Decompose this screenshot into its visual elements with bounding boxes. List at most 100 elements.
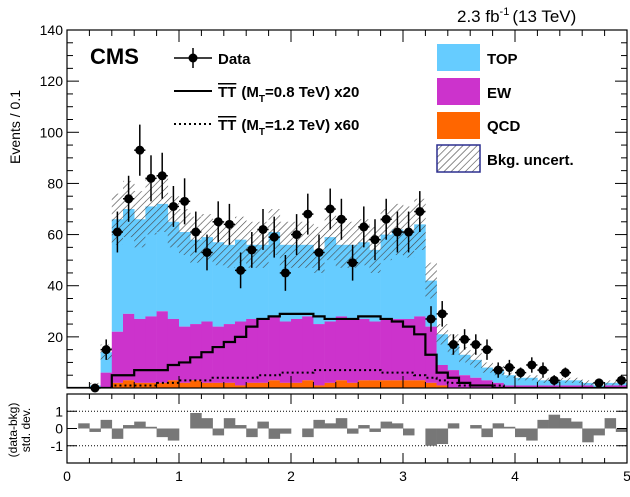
x-tick-label: 4 bbox=[511, 468, 519, 484]
uncert-band bbox=[145, 178, 157, 235]
qcd-bar bbox=[291, 382, 303, 388]
qcd-bar bbox=[403, 380, 415, 388]
pull-bar bbox=[302, 428, 314, 438]
qcd-bar bbox=[380, 380, 393, 388]
pull-bar bbox=[324, 423, 337, 429]
ew-bar bbox=[156, 311, 169, 383]
qcd-bar bbox=[201, 382, 213, 388]
pull-bar bbox=[593, 428, 605, 436]
pull-bar bbox=[223, 418, 236, 429]
y-tick-label: 120 bbox=[40, 73, 64, 89]
data-point bbox=[560, 368, 570, 378]
legend-uncert-label: Bkg. uncert. bbox=[487, 152, 574, 169]
qcd-bar bbox=[414, 380, 426, 388]
y-tick-label: 20 bbox=[47, 329, 63, 345]
top-bar bbox=[515, 377, 527, 386]
uncert-band bbox=[604, 380, 617, 386]
y-tick-label: 60 bbox=[47, 227, 63, 243]
uncert-band bbox=[537, 377, 549, 383]
data-point bbox=[303, 209, 313, 219]
top-bar bbox=[257, 244, 269, 319]
top-bar bbox=[571, 380, 583, 386]
legend-qcd-swatch bbox=[437, 112, 480, 139]
data-point bbox=[415, 207, 425, 217]
pull-bar bbox=[470, 425, 482, 429]
legend-uncert-swatch bbox=[436, 144, 481, 173]
ew-bar bbox=[246, 318, 258, 383]
pull-bar bbox=[548, 414, 561, 429]
pull-bar bbox=[235, 425, 247, 429]
data-point bbox=[146, 173, 156, 183]
data-point bbox=[280, 268, 290, 278]
data-point bbox=[404, 227, 414, 237]
pull-bar bbox=[100, 419, 113, 429]
data-point bbox=[157, 171, 167, 181]
qcd-bar bbox=[156, 382, 169, 388]
legend-top-label: TOP bbox=[487, 51, 518, 68]
data-point bbox=[292, 230, 302, 240]
ew-bar bbox=[145, 316, 157, 383]
top-bar bbox=[447, 344, 460, 371]
ratio-ticks: 10-10 1 2 3 4 5 bbox=[51, 394, 630, 484]
uncert-band bbox=[324, 214, 337, 261]
legend-signal1-label: TT (MT=0.8 TeV) x20 bbox=[218, 84, 359, 105]
y-tick-label: 100 bbox=[40, 124, 64, 140]
top-bar bbox=[559, 380, 572, 386]
data-point bbox=[549, 375, 559, 385]
legend: Data TT (MT=0.8 TeV) x20 TT (MT=1.2 TeV) x… bbox=[174, 44, 574, 173]
pull-bar bbox=[403, 428, 415, 436]
data-point bbox=[448, 340, 458, 350]
data-point bbox=[392, 227, 402, 237]
legend-ew-swatch bbox=[437, 78, 480, 105]
top-bar bbox=[179, 232, 191, 327]
ew-bar bbox=[358, 318, 370, 381]
data-point bbox=[213, 217, 223, 227]
ew-bar bbox=[347, 318, 359, 383]
qcd-bar bbox=[313, 385, 325, 388]
pull-bar bbox=[571, 421, 583, 429]
x-tick-label: 2 bbox=[287, 468, 295, 484]
qcd-bar bbox=[212, 382, 225, 388]
pull-bar bbox=[369, 428, 381, 432]
qcd-bar bbox=[391, 380, 404, 388]
data-point bbox=[202, 247, 212, 257]
data-point bbox=[504, 363, 514, 373]
ew-bar bbox=[492, 382, 505, 388]
ew-bar bbox=[391, 318, 404, 381]
uncert-band bbox=[179, 209, 191, 256]
ew-bar bbox=[134, 318, 146, 383]
top-bar bbox=[324, 237, 337, 322]
uncert-band bbox=[156, 175, 169, 233]
data-point bbox=[437, 309, 447, 319]
ew-bar bbox=[123, 313, 135, 381]
data-point bbox=[482, 345, 492, 355]
ratio-y-label-2: std. dev. bbox=[19, 408, 33, 452]
uncert-band bbox=[459, 347, 471, 363]
ew-bar bbox=[369, 321, 381, 381]
qcd-bar bbox=[190, 380, 202, 388]
data-point bbox=[247, 245, 257, 255]
pull-bar bbox=[89, 428, 101, 432]
qcd-bar bbox=[302, 380, 314, 388]
ew-bar bbox=[100, 372, 113, 388]
data-point bbox=[101, 345, 111, 355]
ew-bar bbox=[190, 324, 202, 381]
qcd-bar bbox=[335, 380, 348, 388]
top-bar bbox=[380, 234, 393, 319]
data-point bbox=[236, 265, 246, 275]
pull-bar bbox=[335, 418, 348, 429]
ew-bar bbox=[179, 326, 191, 383]
uncert-band bbox=[559, 377, 572, 383]
data-point bbox=[336, 214, 346, 224]
lumi-label: 2.3 fb-1 (13 TeV) bbox=[457, 6, 576, 26]
data-point bbox=[594, 378, 604, 388]
data-point bbox=[616, 375, 626, 385]
pull-bar bbox=[313, 419, 325, 429]
pull-bar bbox=[582, 428, 594, 443]
top-bar bbox=[369, 249, 381, 322]
data-point bbox=[180, 196, 190, 206]
data-point bbox=[381, 214, 391, 224]
qcd-bar bbox=[358, 380, 370, 388]
qcd-bar bbox=[111, 382, 124, 388]
